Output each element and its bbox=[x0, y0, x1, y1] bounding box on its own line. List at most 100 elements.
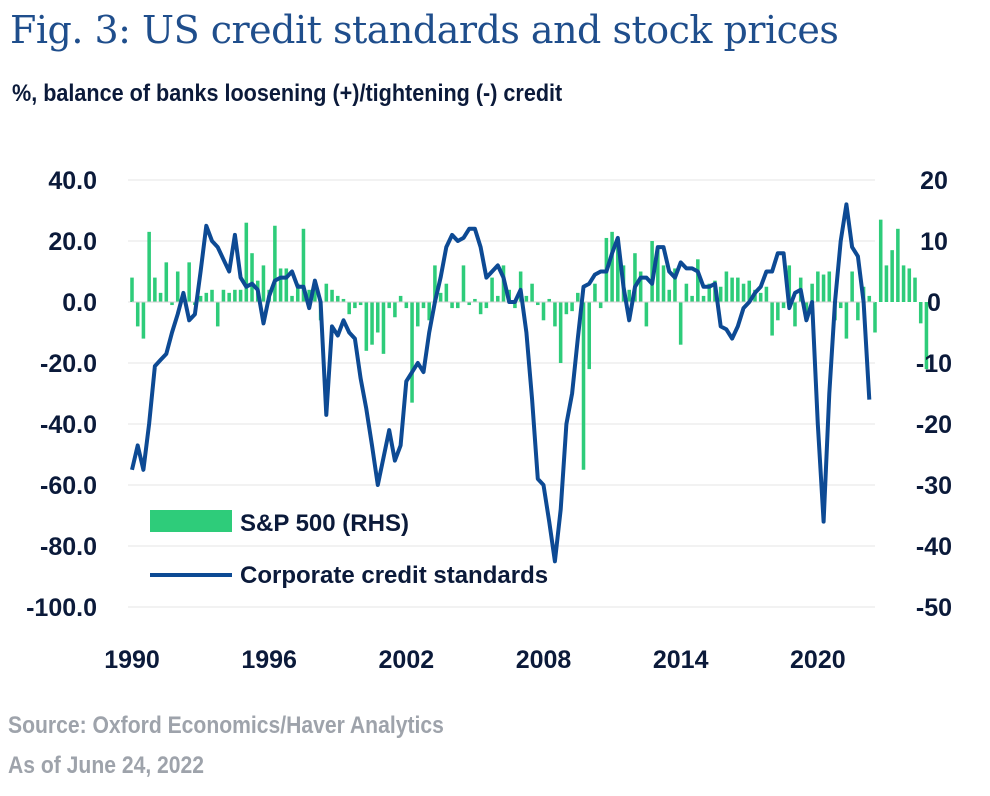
right-tick-label: -10 bbox=[916, 350, 952, 378]
sp500-bar bbox=[661, 265, 666, 302]
sp500-bar bbox=[313, 283, 317, 302]
sp500-bar bbox=[215, 302, 220, 327]
sp500-bar bbox=[415, 302, 420, 327]
sp500-bar bbox=[158, 292, 163, 302]
sp500-bar bbox=[450, 302, 454, 309]
sp500-bar bbox=[747, 280, 752, 302]
left-tick-label: -40.0 bbox=[40, 411, 97, 439]
sp500-bar bbox=[850, 271, 854, 302]
sp500-bar bbox=[816, 271, 820, 302]
x-tick-label: 1996 bbox=[241, 646, 297, 674]
sp500-bar bbox=[878, 219, 883, 302]
left-tick-label: -80.0 bbox=[40, 533, 97, 561]
sp500-bar bbox=[638, 271, 643, 302]
sp500-bar bbox=[781, 302, 786, 309]
sp500-bar bbox=[821, 274, 826, 302]
left-tick-label: -100.0 bbox=[26, 594, 97, 622]
sp500-bar bbox=[530, 283, 534, 302]
sp500-bar bbox=[467, 302, 471, 306]
sp500-bar bbox=[204, 292, 209, 302]
sp500-bar bbox=[644, 302, 649, 327]
right-tick-label: -50 bbox=[916, 594, 952, 622]
sp500-bar bbox=[587, 302, 592, 370]
sp500-bar bbox=[736, 277, 740, 302]
left-tick-label: -60.0 bbox=[40, 472, 97, 500]
sp500-bar bbox=[810, 283, 814, 302]
sp500-bar bbox=[307, 289, 311, 302]
sp500-bar bbox=[141, 302, 146, 339]
sp500-bar bbox=[547, 298, 551, 302]
sp500-bar bbox=[867, 295, 872, 302]
sp500-bar bbox=[924, 302, 929, 370]
sp500-bar bbox=[335, 295, 340, 302]
sp500-bar bbox=[456, 302, 460, 309]
x-tick-label: 1990 bbox=[104, 646, 160, 674]
sp500-bar bbox=[341, 298, 346, 302]
sp500-bars bbox=[130, 219, 929, 470]
sp500-bar bbox=[513, 302, 517, 309]
chart: 40.0 20.0 0.0 -20.0 -40.0 -60.0 -80.0 -100.0 20… bbox=[26, 167, 952, 674]
sp500-bar bbox=[261, 265, 266, 302]
corporate-credit-line bbox=[130, 202, 872, 564]
sp500-bar bbox=[776, 302, 780, 321]
legend-label-sp500: S&P 500 (RHS) bbox=[240, 510, 409, 537]
sp500-bar bbox=[438, 292, 443, 302]
sp500-bar bbox=[913, 277, 917, 302]
sp500-bar bbox=[473, 298, 477, 302]
sp500-bar bbox=[324, 283, 329, 302]
sp500-bar bbox=[764, 286, 769, 302]
sp500-bar bbox=[164, 262, 169, 302]
sp500-bar bbox=[884, 265, 889, 302]
sp500-bar bbox=[758, 292, 763, 302]
sp500-bar bbox=[393, 302, 397, 318]
sp500-bar bbox=[633, 253, 637, 302]
sp500-bar bbox=[576, 292, 580, 302]
sp500-bar bbox=[301, 228, 306, 302]
legend-bar-swatch bbox=[150, 510, 232, 532]
sp500-bar bbox=[170, 302, 174, 306]
sp500-bar bbox=[478, 302, 483, 315]
left-tick-label: 40.0 bbox=[48, 167, 97, 195]
sp500-bar bbox=[238, 289, 243, 302]
sp500-bar bbox=[581, 302, 586, 470]
x-tick-label: 2020 bbox=[790, 646, 846, 674]
sp500-bar bbox=[536, 302, 540, 306]
sp500-bar bbox=[410, 302, 414, 403]
sp500-bar bbox=[295, 283, 300, 302]
sp500-bar bbox=[221, 289, 226, 302]
sp500-bar bbox=[593, 283, 597, 302]
sp500-bar bbox=[490, 277, 494, 302]
sp500-bar bbox=[444, 283, 449, 302]
sp500-bar bbox=[227, 292, 231, 302]
sp500-bar bbox=[370, 302, 374, 345]
sp500-bar bbox=[130, 277, 134, 302]
source-note: Source: Oxford Economics/Haver Analytics bbox=[8, 712, 444, 739]
sp500-bar bbox=[564, 302, 569, 315]
sp500-bar bbox=[244, 222, 249, 302]
sp500-bar bbox=[730, 277, 734, 302]
right-tick-label: 20 bbox=[920, 167, 948, 195]
sp500-bar bbox=[330, 289, 334, 302]
sp500-bar bbox=[684, 283, 689, 302]
sp500-bar bbox=[461, 265, 466, 302]
sp500-bar bbox=[827, 271, 832, 302]
sp500-bar bbox=[787, 265, 792, 302]
sp500-bar bbox=[907, 268, 912, 302]
sp500-bar bbox=[198, 295, 203, 302]
sp500-bar bbox=[896, 228, 900, 302]
sp500-bar bbox=[364, 302, 369, 351]
chart-title: Fig. 3: US credit standards and stock pr… bbox=[10, 8, 839, 52]
sp500-bar bbox=[718, 286, 723, 302]
sp500-bar bbox=[901, 265, 906, 302]
sp500-bar bbox=[484, 302, 489, 309]
sp500-bar bbox=[627, 289, 632, 302]
legend: S&P 500 (RHS) Corporate credit standards bbox=[150, 510, 548, 589]
as-of-date: As of June 24, 2022 bbox=[8, 752, 205, 779]
sp500-bar bbox=[284, 268, 289, 302]
sp500-bar bbox=[610, 231, 614, 302]
right-tick-label: -20 bbox=[916, 411, 952, 439]
sp500-bar bbox=[856, 302, 860, 321]
x-tick-label: 2014 bbox=[653, 646, 709, 674]
sp500-bar bbox=[290, 295, 294, 302]
sp500-bar bbox=[616, 241, 620, 302]
